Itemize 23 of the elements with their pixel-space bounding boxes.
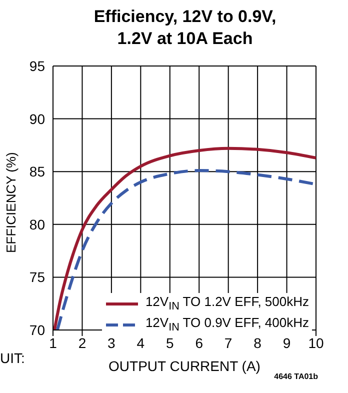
- x-tick-label: 6: [195, 334, 204, 351]
- x-tick-label: 1: [49, 334, 58, 351]
- text: UIT:: [0, 350, 25, 366]
- x-tick-label: 8: [254, 334, 262, 351]
- y-tick-label: 80: [29, 216, 46, 232]
- x-tick-label: 4: [136, 334, 145, 351]
- x-tick-label: 5: [166, 334, 174, 351]
- legend-label: 12V$_{IN}$ TO 0.9V EFF, 400kHz: [145, 314, 309, 336]
- legend-label: 12V$_{IN}$ TO 1.2V EFF, 500kHz: [145, 294, 309, 315]
- y-tick-label: 85: [29, 164, 46, 180]
- x-tick-label: 3: [108, 334, 116, 351]
- x-tick-label: 10: [308, 334, 324, 351]
- y-axis-title: EFFICIENCY (%): [4, 152, 19, 253]
- x-axis-title: OUTPUT CURRENT (A): [108, 358, 260, 374]
- y-tick-label: 70: [29, 322, 46, 338]
- x-tick-label: 7: [224, 334, 232, 351]
- y-tick-label: 95: [29, 58, 46, 74]
- y-tick-label: 75: [29, 269, 46, 286]
- x-tick-label: 2: [78, 334, 86, 351]
- x-tick-label: 9: [282, 334, 291, 351]
- chart-title: Efficiency, 12V to 0.9V, 1.2V at 10A Each: [92, 6, 278, 50]
- text: 4646 TA01b: [274, 372, 318, 381]
- y-tick-label: 90: [29, 110, 46, 127]
